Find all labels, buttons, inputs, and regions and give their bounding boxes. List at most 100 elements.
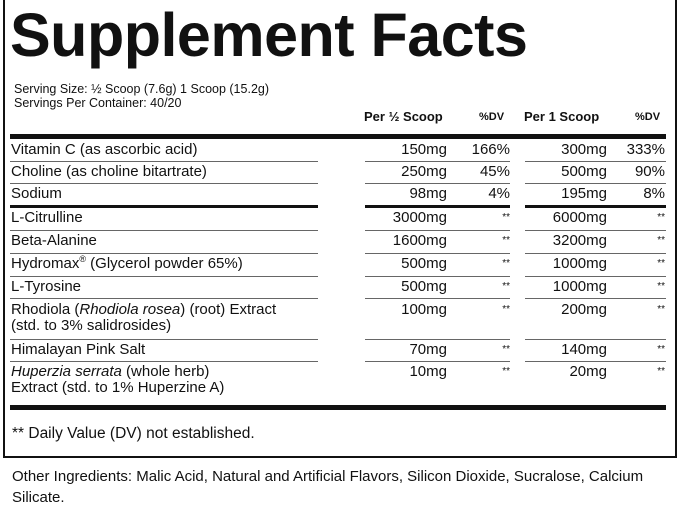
amount-half: 98mg: [409, 185, 447, 202]
row-divider: [10, 161, 318, 162]
nutrient-name-part: Rhodiola rosea: [79, 301, 181, 318]
row-divider: [365, 183, 510, 184]
dv-one: **: [657, 212, 665, 223]
dv-one: 90%: [634, 163, 665, 180]
nutrient-name-part: L-Tyrosine: [11, 278, 82, 295]
amount-half: 500mg: [401, 255, 447, 272]
nutrient-name: Choline (as choline bitartrate): [11, 164, 207, 180]
panel-title: Supplement Facts: [10, 1, 528, 69]
row-divider: [10, 298, 318, 299]
footnote: ** Daily Value (DV) not established.: [12, 425, 255, 442]
nutrient-name: Himalayan Pink Salt: [11, 342, 145, 358]
row-divider: [525, 276, 666, 277]
nutrient-name-part: (Glycerol powder 65%): [86, 255, 243, 272]
nutrient-name-part: Sodium: [11, 185, 62, 202]
row-divider: [365, 276, 510, 277]
amount-one: 6000mg: [552, 209, 607, 226]
amount-half: 70mg: [409, 341, 447, 358]
dv-one: **: [657, 235, 665, 246]
dv-one: 8%: [643, 185, 665, 202]
row-divider: [365, 230, 510, 231]
amount-one: 200mg: [561, 301, 607, 318]
other-ingredients: Other Ingredients: Malic Acid, Natural a…: [12, 468, 644, 506]
amount-half: 250mg: [401, 163, 447, 180]
nutrient-name-part: ) (root) Extract: [180, 301, 277, 318]
row-divider: [10, 205, 318, 208]
amount-one: 1000mg: [552, 255, 607, 272]
row-divider: [10, 339, 318, 340]
dv-half: **: [502, 366, 510, 377]
row-divider: [525, 339, 666, 340]
nutrient-name-part: (whole herb): [121, 363, 210, 380]
header-per-half-scoop: Per ½ Scoop: [364, 109, 443, 124]
dv-half: **: [502, 344, 510, 355]
header-dv-half: %DV: [479, 111, 505, 123]
dv-half: **: [502, 235, 510, 246]
row-divider: [525, 253, 666, 254]
table-bottom-divider: [10, 405, 666, 410]
row-divider: [365, 253, 510, 254]
row-divider: [365, 161, 510, 162]
row-divider: [365, 361, 510, 362]
supplement-facts-panel: [3, 0, 677, 458]
header-per-one-scoop: Per 1 Scoop: [524, 109, 600, 124]
amount-half: 500mg: [401, 278, 447, 295]
nutrient-name: Huperzia serrata (whole herb) Extract (st…: [11, 364, 224, 396]
nutrient-name-part: (std. to 3% salidrosides): [11, 317, 172, 334]
nutrient-name: Hydromax® (Glycerol powder 65%): [11, 254, 243, 272]
amount-one: 300mg: [561, 141, 607, 158]
dv-half: 166%: [471, 141, 510, 158]
dv-half: 45%: [479, 163, 510, 180]
nutrient-name-part: ®: [79, 254, 86, 264]
amount-one: 3200mg: [552, 232, 607, 249]
dv-one: **: [657, 344, 665, 355]
amount-one: 140mg: [561, 341, 607, 358]
dv-half: **: [502, 304, 510, 315]
nutrient-name-part: Beta-Alanine: [11, 232, 97, 249]
nutrient-name-part: Himalayan Pink Salt: [11, 341, 146, 358]
row-divider: [10, 361, 318, 362]
row-divider: [10, 183, 318, 184]
dv-half: **: [502, 281, 510, 292]
nutrient-name-part: Vitamin C (as ascorbic acid): [11, 141, 198, 158]
nutrient-name-part: L-Citrulline: [11, 209, 83, 226]
dv-one: 333%: [626, 141, 665, 158]
row-divider: [10, 230, 318, 231]
amount-one: 195mg: [561, 185, 607, 202]
amount-half: 150mg: [401, 141, 447, 158]
dv-one: **: [657, 366, 665, 377]
nutrient-name-part: Extract (std. to 1% Huperzine A): [11, 379, 225, 396]
nutrient-name-part: Rhodiola (: [11, 301, 80, 318]
nutrient-name: L-Tyrosine: [11, 279, 81, 295]
row-divider: [10, 253, 318, 254]
row-divider: [365, 298, 510, 299]
amount-half: 1600mg: [392, 232, 447, 249]
row-divider: [525, 161, 666, 162]
nutrient-name: Sodium: [11, 186, 62, 202]
serving-size: Serving Size: ½ Scoop (7.6g) 1 Scoop (15…: [14, 82, 270, 96]
amount-one: 20mg: [569, 363, 607, 380]
header-divider: [10, 134, 666, 139]
header-dv-one: %DV: [635, 111, 661, 123]
nutrient-name: Beta-Alanine: [11, 233, 97, 249]
row-divider: [525, 361, 666, 362]
dv-half: **: [502, 258, 510, 269]
dv-one: **: [657, 258, 665, 269]
row-divider: [525, 298, 666, 299]
row-divider: [525, 205, 666, 208]
nutrient-name-part: Choline (as choline bitartrate): [11, 163, 207, 180]
row-divider: [10, 276, 318, 277]
amount-half: 3000mg: [392, 209, 447, 226]
amount-one: 1000mg: [552, 278, 607, 295]
row-divider: [525, 230, 666, 231]
nutrient-name: Rhodiola (Rhodiola rosea) (root) Extract…: [11, 302, 276, 334]
dv-one: **: [657, 281, 665, 292]
nutrient-name: L-Citrulline: [11, 210, 83, 226]
nutrient-name-part: Huperzia serrata: [11, 363, 122, 380]
dv-half: 4%: [488, 185, 510, 202]
row-divider: [525, 183, 666, 184]
amount-one: 500mg: [561, 163, 607, 180]
dv-half: **: [502, 212, 510, 223]
nutrient-name-part: Hydromax: [11, 255, 80, 272]
nutrient-name: Vitamin C (as ascorbic acid): [11, 142, 197, 158]
